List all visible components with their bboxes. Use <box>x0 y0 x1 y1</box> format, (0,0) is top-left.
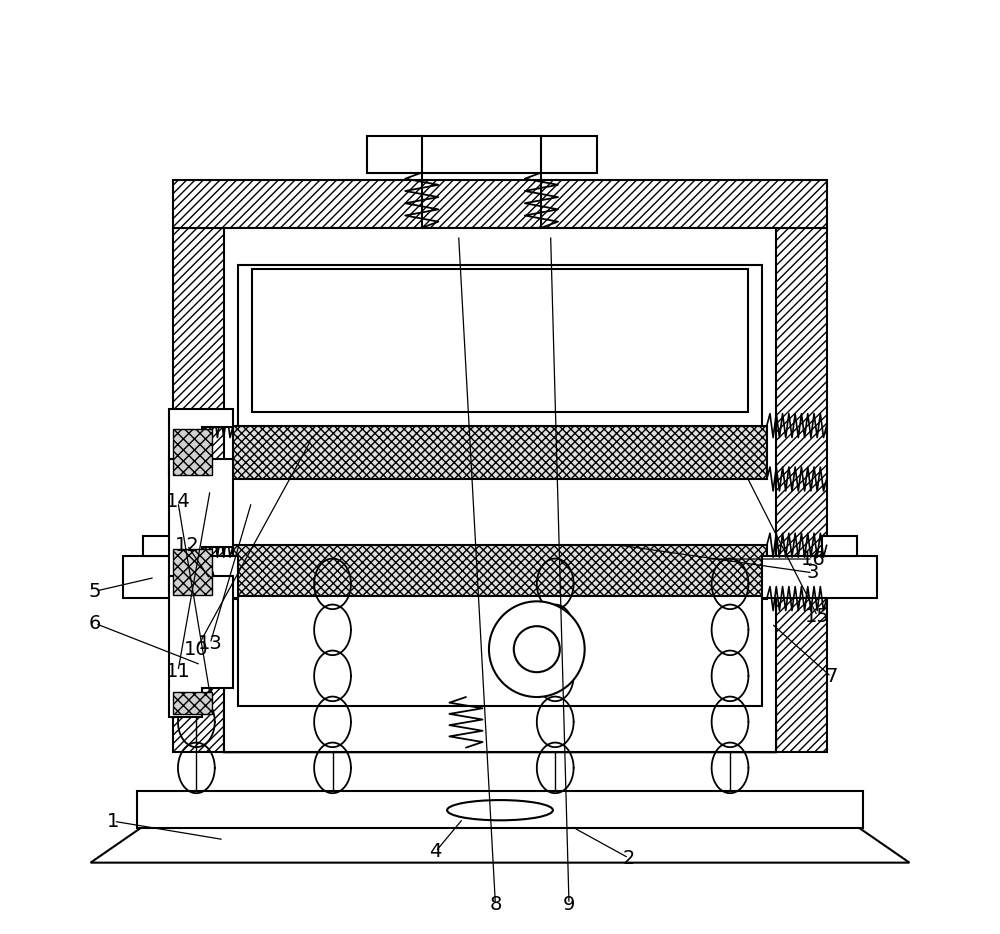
Bar <box>173 180 827 228</box>
Bar <box>767 228 827 752</box>
Text: 7: 7 <box>825 667 837 686</box>
Circle shape <box>489 601 585 697</box>
Text: 14: 14 <box>166 492 190 512</box>
Bar <box>762 557 877 598</box>
Bar <box>238 264 762 426</box>
Text: 11: 11 <box>166 662 190 681</box>
Bar <box>173 228 233 752</box>
Text: 9: 9 <box>563 895 575 913</box>
Text: 16: 16 <box>800 549 825 569</box>
Text: 3: 3 <box>807 563 819 582</box>
Bar <box>252 269 748 412</box>
Bar <box>173 549 212 595</box>
Bar <box>173 430 212 475</box>
Text: 12: 12 <box>175 536 200 555</box>
Polygon shape <box>224 596 776 752</box>
Text: 5: 5 <box>89 582 101 601</box>
Bar <box>233 426 767 479</box>
Bar <box>143 536 178 557</box>
Text: 2: 2 <box>623 849 635 868</box>
Polygon shape <box>169 575 233 717</box>
Text: 8: 8 <box>489 895 502 913</box>
Text: 4: 4 <box>429 842 442 861</box>
Text: 6: 6 <box>89 614 101 633</box>
Bar <box>238 596 762 706</box>
Bar <box>233 545 767 599</box>
Bar <box>173 691 212 714</box>
Bar <box>123 557 238 598</box>
Bar <box>137 791 863 828</box>
Bar <box>822 536 857 557</box>
Text: 15: 15 <box>805 606 830 626</box>
Polygon shape <box>91 828 909 863</box>
Ellipse shape <box>447 800 553 820</box>
Polygon shape <box>169 459 233 589</box>
Text: 10: 10 <box>184 640 209 658</box>
Bar <box>224 228 776 752</box>
Bar <box>367 135 597 173</box>
Polygon shape <box>169 409 233 474</box>
Text: 1: 1 <box>107 812 120 830</box>
Circle shape <box>514 626 560 672</box>
Text: 13: 13 <box>198 634 223 653</box>
